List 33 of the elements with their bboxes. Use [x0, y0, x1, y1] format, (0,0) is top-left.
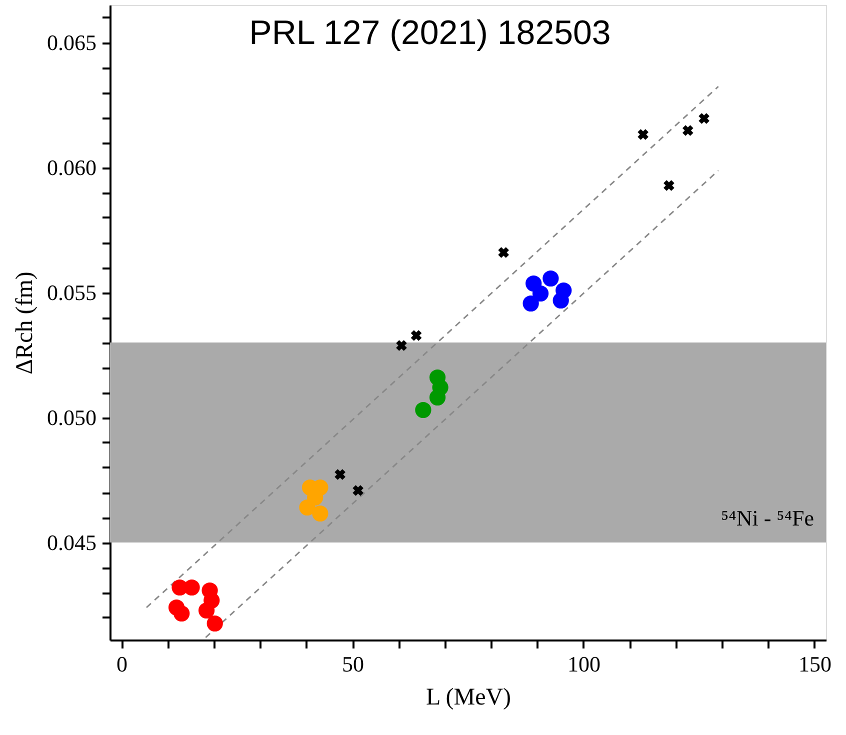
point: [174, 605, 190, 622]
point: [410, 330, 422, 341]
y-tick-label: 0.050: [47, 405, 96, 430]
x-tick-label: 0: [116, 652, 128, 676]
y-tick-label: 0.065: [47, 30, 96, 55]
annotation: PRL 127 (2021) 182503: [249, 14, 611, 52]
x-tick-label: 100: [567, 652, 600, 676]
y-tick-label: 0.045: [47, 530, 96, 555]
point: [552, 292, 569, 309]
point: [415, 402, 432, 418]
point: [682, 125, 694, 136]
point: [542, 270, 559, 287]
point: [396, 340, 407, 351]
point: [638, 129, 648, 140]
y-axis-title: ΔRch (fm): [12, 272, 38, 374]
point: [532, 285, 549, 302]
point: [334, 469, 346, 480]
point: [206, 615, 223, 632]
x-tick-label: 50: [342, 652, 364, 676]
point: [498, 247, 509, 258]
point: [352, 485, 364, 496]
point: [198, 602, 215, 619]
y-tick-label: 0.060: [47, 155, 96, 180]
y-tick-label: 0.055: [47, 280, 96, 305]
point: [664, 180, 674, 191]
x-tick-label: 150: [798, 652, 832, 676]
point: [312, 505, 328, 522]
x-axis-title: L (MeV): [426, 684, 512, 710]
point: [429, 389, 446, 406]
point: [184, 579, 200, 596]
point: [522, 295, 539, 312]
band-label: ⁵⁴Ni - ⁵⁴Fe: [720, 506, 814, 530]
point: [698, 113, 710, 124]
